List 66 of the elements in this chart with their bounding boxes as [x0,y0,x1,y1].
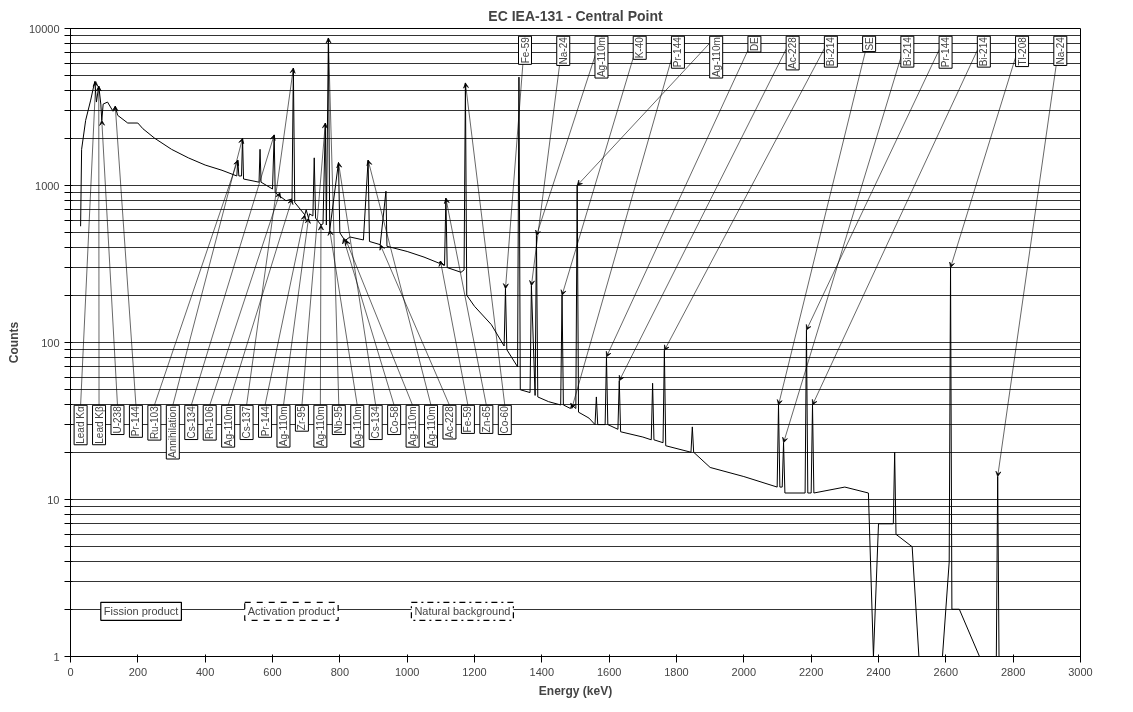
x-tick-label: 2200 [798,665,824,678]
x-tick-label: 2400 [866,665,891,678]
annotation: Rh-106 [204,405,216,440]
x-tick-label: 3000 [1068,665,1093,678]
y-tick-label: 1000 [35,179,60,192]
y-axis-title: Counts [6,321,21,364]
chart-title: EC IEA-131 - Central Point [488,7,663,24]
y-tick-label: 10000 [28,22,60,35]
annotation: Pr-144 [672,36,684,68]
y-tick-label: 10 [47,493,60,506]
x-tick-label: 2000 [731,665,757,678]
annotation: Co-60 [499,405,511,434]
annotation: Fission product [103,605,179,618]
annotation: Bi-214 [825,36,837,67]
annotation: Ag-110m [351,406,363,447]
annotation: Na-24 [1054,36,1066,65]
annotation: DE [748,36,760,52]
x-tick-label: 1400 [529,665,555,678]
x-tick-label: 1200 [462,665,487,678]
x-tick-label: 2600 [933,665,959,678]
annotation: Nb-95 [333,405,345,434]
annotation: Zn-65 [480,405,492,433]
annotation: Bi-214 [901,36,913,67]
annotation: Co-58 [388,405,400,434]
y-tick-label: 1 [53,650,60,663]
annotation: Ag-110m [222,406,234,447]
annotation: Cs-134 [370,405,382,439]
annotation: Annihilation [167,406,179,458]
annotation: Ag-110m [407,406,419,447]
x-tick-label: 800 [330,665,350,678]
annotation: Natural background [414,605,511,618]
annotation: Ag-110m [710,37,722,78]
annotation: Ag-110m [595,37,607,78]
x-axis-title: Energy (keV) [538,683,613,698]
x-tick-label: 1000 [394,665,420,678]
annotation: Bi-214 [978,36,990,67]
annotation: Pr-144 [940,36,952,68]
annotation: Fe-59 [462,405,474,433]
annotation: Pr-144 [130,405,142,437]
annotation: Lead Kβ [93,406,105,444]
annotation: U-238 [111,405,123,434]
annotation: Ag-110m [277,406,289,447]
annotation: Fe-59 [519,36,531,64]
annotation: Tl-208 [1016,36,1028,66]
x-tick-label: 200 [128,665,148,678]
annotation: Ag-110m [314,406,326,447]
annotation: Cs-134 [185,405,197,439]
annotation: Cs-137 [241,405,253,439]
annotation: Ru-103 [148,405,160,440]
annotation: Ag-110m [425,406,437,447]
x-tick-label: 600 [263,665,282,678]
annotation: K-40 [634,36,646,59]
x-tick-label: 2800 [1000,665,1026,678]
annotation: Lead Kα [75,406,87,444]
x-tick-label: 1800 [664,665,689,678]
annotation: Activation product [247,605,336,618]
annotation: Ac-228 [443,405,455,438]
annotation: Zr-95 [296,405,308,431]
y-tick-label: 100 [41,336,60,349]
x-tick-label: 1600 [596,665,622,678]
x-tick-label: 0 [67,665,74,678]
x-tick-label: 400 [195,665,215,678]
annotation: Na-24 [557,36,569,65]
annotation: SE [863,36,875,51]
annotation: Ac-228 [787,36,799,69]
annotation: Pr-144 [259,405,271,437]
